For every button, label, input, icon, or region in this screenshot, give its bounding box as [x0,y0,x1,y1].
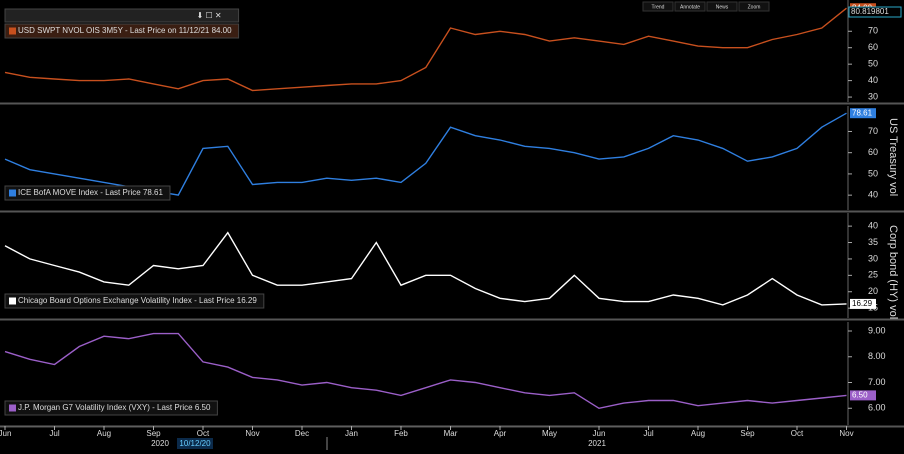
legend-box [4,23,240,39]
x-tick-label: Jun [0,429,11,438]
legend-swatch [9,404,16,412]
x-tick-label: Oct [197,429,210,438]
x-tick-label: Mar [444,429,458,438]
x-tick-label: Jul [49,429,59,438]
legend-swatch [9,27,16,35]
y-tick-label: 50 [868,168,878,178]
last-price-badge [850,298,876,309]
last-price-label: 6.50 [852,390,868,399]
y-tick-label: 50 [868,59,878,69]
x-tick-label: Jan [345,429,358,438]
toolbar-button [706,1,738,12]
legend-label: Chicago Board Options Exchange Volatilit… [18,296,257,305]
x-tick-label: Aug [97,429,111,438]
cursor-value-box [848,6,902,18]
x-tick-label: Nov [245,429,259,438]
right-axis-title: US Treasury vol [887,118,899,196]
cursor-date-box [177,438,213,449]
x-tick-label: Sep [146,429,161,438]
x-tick-label: May [542,429,557,438]
y-tick-label: 30 [868,91,878,101]
series-line [4,332,847,410]
y-tick-label: 60 [868,42,878,52]
series-line [4,231,847,306]
x-tick-label: Jul [643,429,653,438]
legend-header [4,8,240,23]
y-tick-label: 40 [868,75,878,85]
y-tick-label: 70 [868,126,878,136]
legend-box [4,400,218,416]
y-tick-label: 30 [868,253,878,263]
legend-label: ICE BofA MOVE Index - Last Price 78.61 [18,188,164,197]
toolbar-button [642,1,674,12]
cursor-date: 10/12/20 [179,439,211,448]
toolbar-label[interactable]: Trend [652,4,665,10]
toolbar-label[interactable]: Zoom [748,4,761,10]
x-tick-label: Sep [740,429,755,438]
legend-box [4,185,171,201]
toolbar-button [674,1,706,12]
toolbar-button [738,1,770,12]
x-tick-label: Oct [791,429,804,438]
toolbar-label[interactable]: News [716,4,729,10]
last-price-label: 16.29 [852,299,873,308]
y-tick-label: 35 [868,237,878,247]
legend-box [4,293,265,309]
x-tick-label: Nov [839,429,853,438]
legend-label: J.P. Morgan G7 Volatility Index (VXY) - … [18,403,211,412]
toolbar-label[interactable]: Annotate [680,4,700,10]
series-line [4,7,847,92]
y-tick-label: 8.00 [868,351,886,361]
x-tick-label: Dec [295,429,309,438]
y-tick-label: 9.00 [868,325,886,335]
last-price-label: 78.61 [852,108,873,117]
y-tick-label: 60 [868,147,878,157]
cursor-value: 80.819801 [851,7,889,16]
y-tick-label: 20 [868,286,878,296]
y-tick-label: 70 [868,26,878,36]
legend-swatch [9,297,16,305]
y-tick-label: 6.00 [868,403,886,413]
x-tick-label: Feb [394,429,408,438]
x-tick-label: Jun [593,429,606,438]
y-tick-label: 7.00 [868,377,886,387]
x-tick-label: Apr [494,429,507,438]
y-tick-label: 40 [868,221,878,231]
legend-swatch [9,189,16,197]
year-label: 2020 [151,439,169,448]
last-price-badge [850,108,876,119]
legend-label: USD SWPT NVOL OIS 3M5Y - Last Price on 1… [18,26,232,35]
y-tick-label: 25 [868,270,878,280]
last-price-badge [850,390,876,401]
legend-icons: ⬇ ☐ ✕ [197,11,222,20]
right-axis-title: Corp bond (HY) vol [887,225,899,319]
x-tick-label: Aug [691,429,705,438]
year-label: 2021 [588,439,606,448]
y-tick-label: 40 [868,190,878,200]
